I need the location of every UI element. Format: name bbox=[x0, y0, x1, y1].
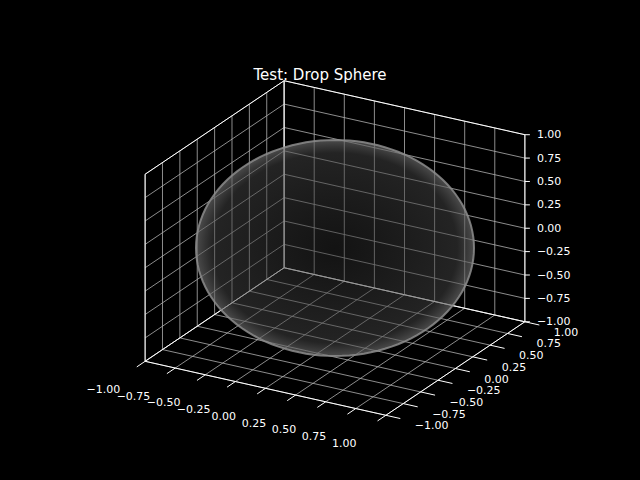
svg-text:−0.25: −0.25 bbox=[177, 403, 211, 416]
svg-text:−0.75: −0.75 bbox=[537, 292, 571, 305]
svg-text:0.50: 0.50 bbox=[519, 349, 544, 362]
svg-text:−1.00: −1.00 bbox=[537, 315, 571, 328]
svg-text:0.75: 0.75 bbox=[302, 430, 327, 443]
svg-text:−0.25: −0.25 bbox=[537, 245, 571, 258]
svg-text:−0.50: −0.50 bbox=[450, 396, 484, 409]
svg-text:−0.75: −0.75 bbox=[432, 408, 466, 421]
svg-text:−0.75: −0.75 bbox=[117, 390, 151, 403]
svg-text:−1.00: −1.00 bbox=[415, 419, 449, 432]
svg-text:0.75: 0.75 bbox=[537, 152, 562, 165]
svg-text:0.50: 0.50 bbox=[537, 175, 562, 188]
svg-text:0.00: 0.00 bbox=[484, 373, 509, 386]
svg-text:0.25: 0.25 bbox=[537, 198, 562, 211]
svg-text:−0.50: −0.50 bbox=[147, 396, 181, 409]
svg-text:Test: Drop Sphere: Test: Drop Sphere bbox=[252, 66, 386, 84]
svg-text:−1.00: −1.00 bbox=[87, 383, 121, 396]
svg-text:−0.25: −0.25 bbox=[467, 384, 501, 397]
svg-text:1.00: 1.00 bbox=[537, 128, 562, 141]
svg-text:0.75: 0.75 bbox=[536, 337, 561, 350]
svg-text:1.00: 1.00 bbox=[553, 325, 579, 339]
svg-text:0.00: 0.00 bbox=[212, 410, 237, 423]
svg-text:1.00: 1.00 bbox=[332, 437, 357, 450]
svg-text:0.00: 0.00 bbox=[537, 222, 562, 235]
svg-text:0.25: 0.25 bbox=[242, 417, 267, 430]
svg-text:−0.50: −0.50 bbox=[537, 269, 571, 282]
svg-text:0.50: 0.50 bbox=[272, 423, 297, 436]
svg-text:0.25: 0.25 bbox=[502, 361, 526, 374]
